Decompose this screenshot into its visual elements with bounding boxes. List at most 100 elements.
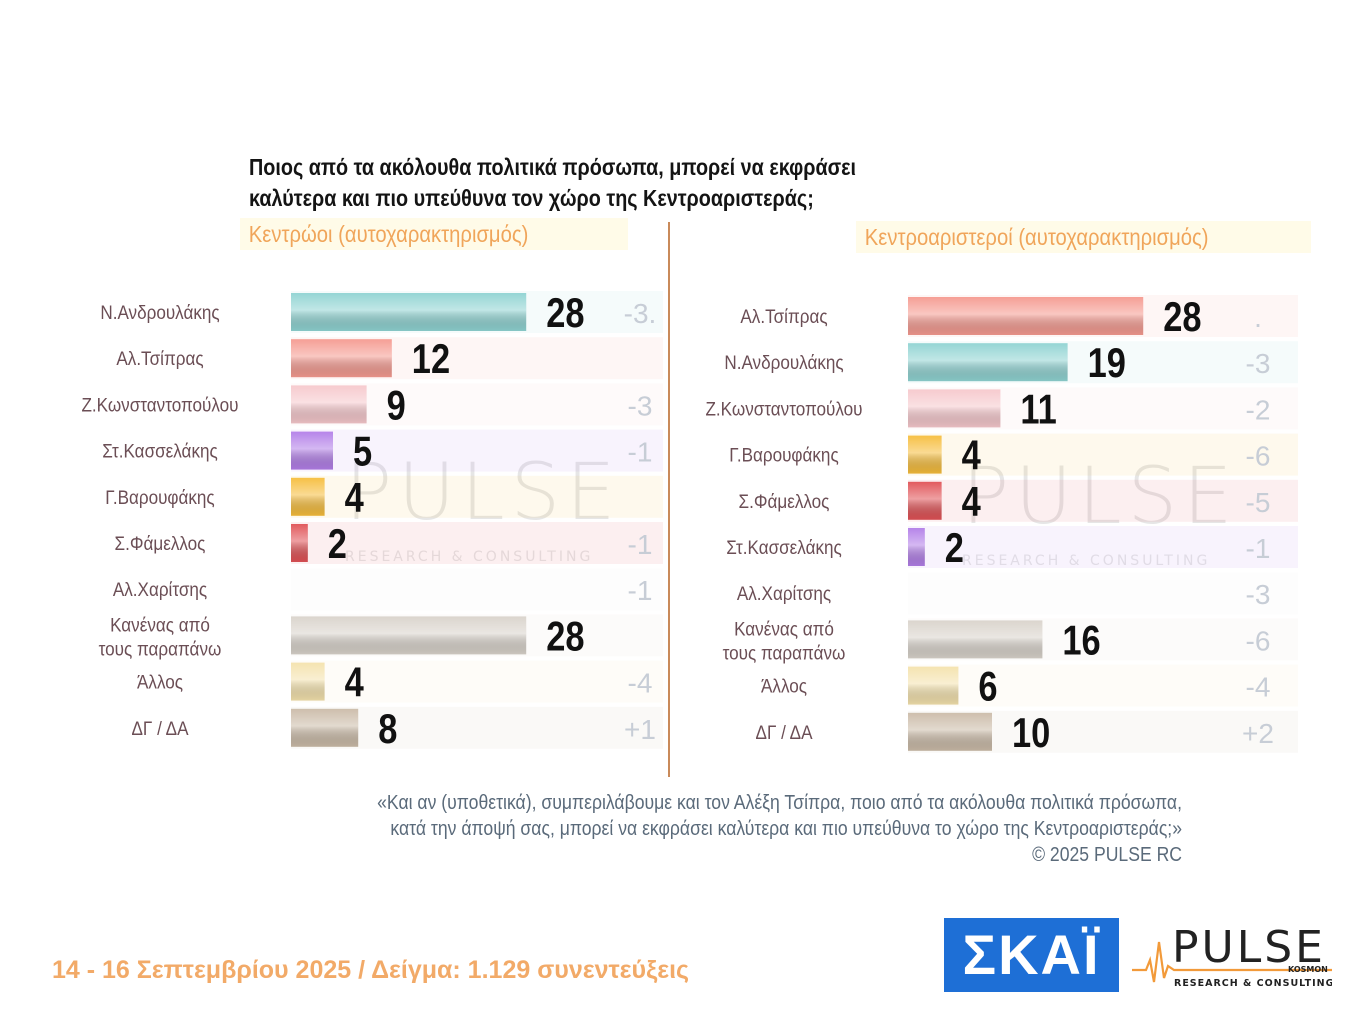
bar-highlight [908,666,959,705]
change-label: -4 [628,668,653,699]
change-label: . [1254,302,1262,333]
value-label: 12 [412,336,450,383]
row-background [291,522,663,564]
bar-highlight [291,293,527,331]
value-label: 9 [387,382,406,429]
change-label: -1 [628,437,653,468]
bar-highlight [291,708,359,747]
pulse-logo-sub: RESEARCH & CONSULTING [1174,978,1332,989]
change-label: -3 [1246,348,1271,379]
right-bar-chart: Αλ.Τσίπρας 28 . Ν.Ανδρουλάκης 19 -3 Ζ.Κωνσταντ… [705,294,1298,757]
row-background [908,664,1298,707]
bar-highlight [908,620,1043,659]
pulse-logo-kosmon: KOSMON [1288,965,1328,974]
bar-highlight [291,385,367,424]
left-bar-chart: Ν.Ανδρουλάκης 28 -3.Αλ.Τσίπρας 12Ζ.Κωνσταντ… [81,290,663,753]
category-label: Ζ.Κωνσταντοπούλου [705,399,862,420]
value-label: 2 [945,525,964,572]
bar-highlight [291,662,325,701]
watermark-left-sub: RESEARCH & CONSULTING [345,549,594,565]
row-background [908,526,1298,568]
category-label: ΔΓ / ΔΑ [132,718,190,739]
footnote-copyright: © 2025 PULSE RC [1032,844,1182,866]
panel-divider [668,222,670,777]
category-label: Κανένας από τους παραπάνω [723,619,846,664]
pulse-logo: PULSE KOSMON RESEARCH & CONSULTING [1132,922,1332,989]
value-label: 10 [1012,710,1050,757]
bar-highlight [908,297,1144,335]
footnote-line-2: κατά την άποψή σας, μπορεί να εκφράσει κ… [390,818,1182,840]
question-footnote: «Και αν (υποθετικά), συμπεριλάβουμε και … [182,790,1182,868]
value-label: 16 [1062,617,1100,664]
right-panel-subtitle: Κεντροαριστεροί (αυτοχαρακτηρισμός) [856,221,1311,253]
category-label: Ν.Ανδρουλάκης [100,302,220,323]
value-label: 11 [1020,386,1056,433]
category-label: Σ.Φάμελλος [739,491,830,512]
category-label: Σ.Φάμελλος [115,533,206,554]
change-label: -1 [1246,533,1271,564]
change-label: -1 [628,575,653,606]
value-label: 4 [345,475,365,522]
chart-title: Ποιος από τα ακόλουθα πολιτικά πρόσωπα, … [249,152,954,214]
row-background [291,429,663,472]
value-label: 2 [328,521,347,568]
bar-highlight [291,431,333,470]
title-line-1: Ποιος από τα ακόλουθα πολιτικά πρόσωπα, … [249,154,857,180]
change-label: -3 [1246,579,1271,610]
bar-highlight [291,477,325,516]
value-label: 5 [353,428,372,475]
row-background [291,660,663,703]
date-sample-info: 14 - 16 Σεπτεμβρίου 2025 / Δείγμα: 1.129… [52,956,690,984]
category-label: Ν.Ανδρουλάκης [724,352,844,373]
row-background [908,433,1298,476]
bar-highlight [908,528,925,566]
footnote-line-1: «Και αν (υποθετικά), συμπεριλάβουμε και … [377,792,1182,814]
category-label: Άλλος [761,676,807,697]
value-label: 8 [378,706,397,753]
category-label: Αλ.Χαρίτσης [737,583,832,604]
value-label: 28 [546,613,584,660]
bar-highlight [908,481,942,520]
category-label: Στ.Κασσελάκης [102,441,218,462]
change-label: -3. [624,298,657,329]
category-label: Ζ.Κωνσταντοπούλου [81,395,238,416]
row-background [291,475,663,518]
category-label: ΔΓ / ΔΑ [756,722,814,743]
change-label: -3 [628,390,653,421]
bar-highlight [291,616,527,655]
watermark-left: PULSE [345,448,622,538]
category-label: Γ.Βαρουφάκης [729,445,839,466]
value-label: 19 [1088,340,1126,387]
change-label: +2 [1242,718,1274,749]
skai-logo: ΣΚΑΪ [944,918,1119,992]
watermark-right: PULSE [962,452,1239,542]
bar-highlight [908,389,1001,428]
row-background [908,479,1298,522]
title-line-2: καλύτερα και πιο υπεύθυνα τον χώρο της Κ… [249,185,814,211]
category-label: Άλλος [137,672,183,693]
category-label: Γ.Βαρουφάκης [105,487,215,508]
change-label: -1 [628,529,653,560]
category-label: Στ.Κασσελάκης [726,537,842,558]
left-panel-subtitle: Κεντρώοι (αυτοχαρακτηρισμός) [240,218,628,250]
row-background [908,572,1298,615]
bar-highlight [908,712,992,751]
value-label: 4 [962,479,982,526]
category-label: Αλ.Τσίπρας [740,306,827,327]
category-label: Αλ.Τσίπρας [116,348,203,369]
value-label: 28 [1163,294,1201,341]
category-label: Κανένας από τους παραπάνω [99,615,222,660]
watermark-right-sub: RESEARCH & CONSULTING [962,553,1211,569]
bar-highlight [908,435,942,474]
pulse-logo-text: PULSE [1172,922,1326,973]
value-label: 4 [962,432,982,479]
pulse-wave-icon [1132,941,1332,983]
bar-highlight [291,339,392,378]
change-label: -6 [1246,441,1271,472]
bar-highlight [908,343,1068,382]
change-label: -4 [1246,672,1271,703]
value-label: 4 [345,659,365,706]
value-label: 28 [546,290,584,337]
change-label: +1 [624,714,656,745]
